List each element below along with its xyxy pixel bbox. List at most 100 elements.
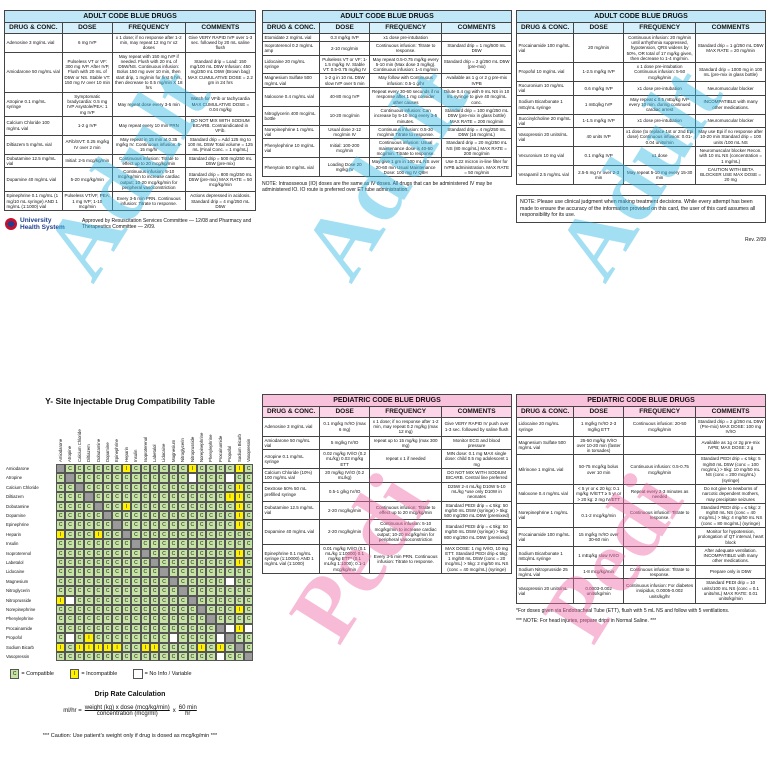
- compat-cell: C: [140, 473, 150, 483]
- compat-cell: I: [150, 642, 160, 652]
- drug-table: DRUG & CONC. DOSE FREQUENCY COMMENTS Etomida…: [262, 22, 512, 178]
- compat-cell: C: [244, 633, 254, 643]
- compat-cell: C: [112, 558, 122, 568]
- compat-cell: [168, 576, 179, 587]
- compat-cell: C: [131, 652, 141, 662]
- drug-table: DRUG & CONC. DOSE FREQUENCY COMMENTS Adenosi…: [262, 406, 512, 575]
- column-label: Norepinephrine: [199, 432, 204, 462]
- table-cell: Usual dose 2-12 mcg/min IV: [319, 124, 371, 140]
- compat-cell: I: [234, 520, 244, 530]
- table-cell: Initial: 2-5 mcg/kg/min: [61, 153, 113, 169]
- compat-cell: C: [187, 623, 197, 634]
- compat-cell: I: [234, 501, 244, 511]
- row-label: Nitroprusside: [6, 597, 32, 603]
- column-header: DRUG & CONC.: [262, 406, 321, 418]
- compat-cell: [112, 520, 122, 530]
- table-cell: Standard PEDI drip = ≤ 5kg: 5 mg/50 mL D…: [695, 454, 766, 485]
- compat-cell: C: [74, 652, 85, 662]
- compat-cell: C: [74, 539, 85, 549]
- table-cell: Continuous infusion: Usual maintenance d…: [369, 138, 443, 159]
- compat-cell: C: [112, 548, 122, 558]
- compat-cell: C: [65, 576, 75, 587]
- column-header: DRUG & CONC.: [262, 22, 321, 34]
- compat-cell: C: [112, 501, 122, 511]
- compat-cell: C: [131, 605, 141, 615]
- table-cell: Standard drip = 2 g/250 mL D5W (pre-mix): [441, 54, 512, 75]
- compat-cell: [74, 482, 85, 493]
- compat-cell: C: [131, 464, 141, 474]
- compat-cell: C: [150, 492, 160, 502]
- table-cell: MIN dose: 0.1 mg MAX single dose: child …: [441, 449, 512, 470]
- drug-table: DRUG & CONC. DOSE FREQUENCY COMMENTS Procain…: [516, 22, 766, 185]
- compat-cell: C: [187, 586, 197, 596]
- fraction: 60 min hr: [179, 705, 197, 717]
- compat-cell: C: [84, 586, 94, 596]
- compat-cell: C: [197, 548, 207, 558]
- column-label: Diltiazem: [86, 444, 92, 462]
- table-cell: x1 dose pre-intubation: [623, 81, 697, 96]
- table-cell: Watch for VFib or tachycardia MAX CUMULA…: [184, 91, 256, 117]
- compat-cell: I: [234, 558, 244, 568]
- compat-cell: C: [225, 605, 235, 615]
- compat-cell: [215, 633, 226, 643]
- row-label: Lidocaine: [6, 569, 25, 575]
- compat-cell: C: [168, 558, 179, 568]
- compat-cell: C: [168, 548, 179, 558]
- compat-cell: C: [206, 595, 216, 605]
- compat-cell: C: [121, 576, 132, 587]
- table-cell: Monitor for hypotension, prolongation of…: [695, 527, 766, 547]
- compat-cell: C: [121, 492, 132, 502]
- row-label: Amiodarone: [6, 466, 30, 471]
- drug-row: Dopamine 40 mg/mL vial 5-20 mcg/kg/min Con…: [4, 167, 256, 193]
- compat-cell: C: [121, 642, 132, 652]
- compat-cell: C: [65, 511, 75, 521]
- compat-cell: I: [112, 642, 122, 652]
- panel-title: PEDIATRIC CODE BLUE DRUGS: [516, 394, 766, 406]
- table-cell: Available as 1g or 2g pre-mix IVPB; MAX …: [695, 435, 766, 456]
- compat-cell: C: [56, 605, 66, 615]
- pedi-panel: Pedi PEDIATRIC CODE BLUE DRUGS DRUG & CONC…: [516, 394, 766, 766]
- compat-cell: C: [159, 464, 169, 474]
- compat-cell: C: [56, 492, 66, 502]
- compat-cell: C: [215, 511, 226, 521]
- compat-cell: C: [159, 529, 169, 540]
- table-cell: After adequate ventilation. INCOMPATIBLE…: [695, 545, 766, 566]
- drug-row: Epinephrine 0.1 mg/mL (1 mg/10 mL syring…: [4, 191, 256, 212]
- compat-cell: C: [121, 586, 132, 596]
- adult-panel: Adult ADULT CODE BLUE DRUGS DRUG & CONC. DO…: [262, 10, 512, 380]
- compat-cell: C: [150, 595, 160, 605]
- compat-cell: C: [187, 520, 197, 530]
- compat-cell: C: [225, 586, 235, 596]
- table-cell: x1 dose: [623, 146, 697, 166]
- compat-cell: C: [234, 567, 244, 577]
- header-row: DRUG & CONC. DOSE FREQUENCY COMMENTS: [262, 22, 512, 34]
- drug-row: Atropine 0.1 mg/mL syringe 0.02 mg/kg IV/…: [262, 449, 512, 470]
- table-cell: Give VERY RAPID IV push over 1-3 sec. fo…: [441, 416, 512, 437]
- compat-cell: C: [56, 614, 66, 624]
- approval-text: Approved by Resuscitation Services Commi…: [82, 217, 252, 231]
- column-header: FREQUENCY: [369, 406, 443, 418]
- compat-cell: C: [140, 539, 150, 549]
- compat-cell: C: [206, 511, 216, 521]
- column-label: Amiodarone: [58, 438, 63, 462]
- compat-cell: C: [140, 529, 150, 540]
- table-cell: Norepinephrine 1 mg/mL vial: [516, 502, 575, 529]
- table-cell: Standard drip = 1000 mg in 100 mL (pre-m…: [695, 62, 766, 83]
- table-cell: Initial: 100-200 mcg/min: [319, 138, 371, 159]
- table-cell: Lidocaine 20 mg/mL syringe: [516, 416, 575, 437]
- table-cell: Continuous infusion: Can increase by 5-1…: [369, 105, 443, 126]
- table-cell: Standard PEDI drip = ≤ 5kg: 50 mg/50 mL …: [441, 500, 512, 521]
- compat-cell: C: [131, 548, 141, 558]
- row-label: Labetalol: [6, 560, 24, 565]
- drug-table: DRUG & CONC. DOSE FREQUENCY COMMENTS Adenosi…: [4, 22, 256, 212]
- table-cell: 0.02 mg/kg IV/IO (0.2 mL/kg) 0.03 mg/kg …: [319, 449, 371, 470]
- compat-cell: C: [131, 511, 141, 521]
- table-cell: Epinephrine 0.1 mg/mL syringe (1:10000) …: [262, 543, 321, 575]
- table-cell: Standard PEDI drip = ≤ 5kg: 2 mg/50 mL N…: [695, 502, 766, 529]
- table-cell: Standard drip = 800 mg/250 mL D5W (pre-m…: [184, 167, 256, 193]
- compat-cell: I: [234, 482, 244, 493]
- legend-item: I = Incompatible: [69, 669, 117, 679]
- compat-cell: I: [234, 605, 244, 615]
- compat-cell: C: [159, 492, 169, 502]
- compat-cell: C: [140, 520, 150, 530]
